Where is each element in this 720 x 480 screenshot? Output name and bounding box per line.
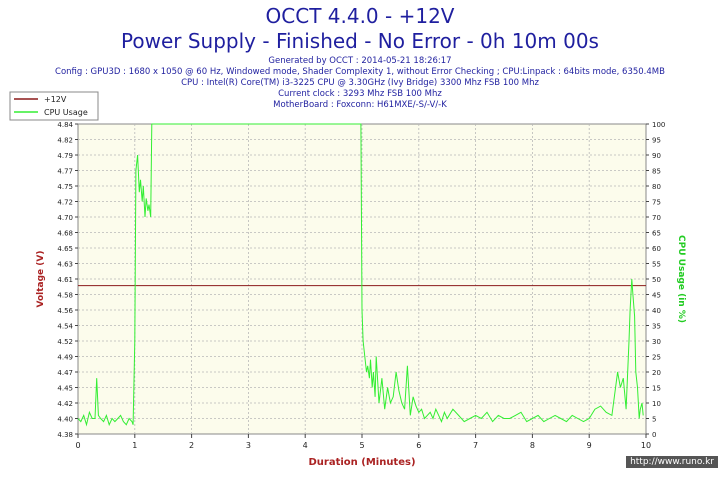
y-tick-label: 4.42	[57, 400, 73, 408]
y-tick-label: 4.84	[57, 121, 73, 129]
y-axis-label: Voltage (V)	[36, 251, 46, 308]
x-tick-label: 1	[132, 441, 137, 450]
y2-tick-label: 35	[652, 323, 661, 331]
chart-title: OCCT 4.4.0 - +12V	[265, 4, 455, 28]
y2-tick-label: 75	[652, 199, 661, 207]
y2-tick-label: 40	[652, 307, 661, 315]
y2-tick-label: 85	[652, 168, 661, 176]
y-tick-label: 4.82	[57, 137, 73, 145]
y-tick-label: 4.52	[57, 338, 73, 346]
info-motherboard: MotherBoard : Foxconn: H61MXE/-S/-V/-K	[273, 100, 447, 110]
y-tick-label: 4.65	[57, 245, 73, 253]
y2-tick-label: 0	[652, 431, 656, 439]
y-tick-label: 4.75	[57, 183, 73, 191]
x-tick-label: 6	[416, 441, 421, 450]
legend-label-voltage: +12V	[44, 95, 67, 104]
y2-tick-label: 70	[652, 214, 661, 222]
watermark: http://www.runo.kr	[626, 456, 718, 468]
x-tick-label: 5	[359, 441, 364, 450]
x-axis-label: Duration (Minutes)	[308, 457, 415, 468]
x-tick-label: 7	[473, 441, 478, 450]
legend-box	[9, 91, 99, 121]
y2-tick-label: 80	[652, 183, 661, 191]
y-tick-label: 4.54	[57, 323, 73, 331]
y2-tick-label: 95	[652, 137, 661, 145]
y2-tick-label: 30	[652, 338, 661, 346]
info-cpu: CPU : Intel(R) Core(TM) i3-3225 CPU @ 3.…	[181, 78, 539, 88]
info-generated: Generated by OCCT : 2014-05-21 18:26:17	[268, 56, 452, 66]
y2-tick-label: 25	[652, 354, 661, 362]
y2-tick-label: 5	[652, 416, 656, 424]
y-tick-label: 4.45	[57, 385, 73, 393]
y-tick-label: 4.70	[57, 214, 73, 222]
x-tick-label: 4	[303, 441, 308, 450]
y2-tick-label: 45	[652, 292, 661, 300]
y-tick-label: 4.47	[57, 369, 73, 377]
x-tick-label: 10	[641, 441, 651, 450]
y2-tick-label: 15	[652, 385, 661, 393]
y2-tick-label: 100	[652, 121, 665, 129]
y-tick-label: 4.61	[57, 276, 73, 284]
y2-tick-label: 60	[652, 245, 661, 253]
x-tick-label: 0	[75, 441, 80, 450]
y-tick-label: 4.63	[57, 261, 73, 269]
x-tick-label: 9	[587, 441, 592, 450]
y-tick-label: 4.40	[57, 416, 73, 424]
y-tick-label: 4.68	[57, 230, 73, 238]
x-tick-label: 3	[246, 441, 251, 450]
y-tick-label: 4.56	[57, 307, 73, 315]
y-tick-label: 4.38	[57, 431, 73, 439]
y-tick-label: 4.72	[57, 199, 73, 207]
y2-tick-label: 65	[652, 230, 661, 238]
cpu-usage-series-line	[77, 123, 644, 427]
y2-tick-label: 90	[652, 152, 661, 160]
info-config: Config : GPU3D : 1680 x 1050 @ 60 Hz, Wi…	[55, 67, 665, 77]
y2-tick-label: 10	[652, 400, 661, 408]
y-tick-label: 4.79	[57, 152, 73, 160]
y2-tick-label: 20	[652, 369, 661, 377]
legend-label-cpu: CPU Usage	[44, 108, 88, 117]
y2-axis-label: CPU Usage (in %)	[676, 235, 686, 323]
y2-tick-label: 50	[652, 276, 661, 284]
y2-tick-label: 55	[652, 261, 661, 269]
info-clock: Current clock : 3293 Mhz FSB 100 Mhz	[278, 89, 442, 99]
x-tick-label: 8	[530, 441, 535, 450]
chart-subtitle: Power Supply - Finished - No Error - 0h …	[121, 29, 599, 53]
y-tick-label: 4.49	[57, 354, 73, 362]
y-tick-label: 4.58	[57, 292, 73, 300]
x-tick-label: 2	[189, 441, 194, 450]
y-tick-label: 4.77	[57, 168, 73, 176]
